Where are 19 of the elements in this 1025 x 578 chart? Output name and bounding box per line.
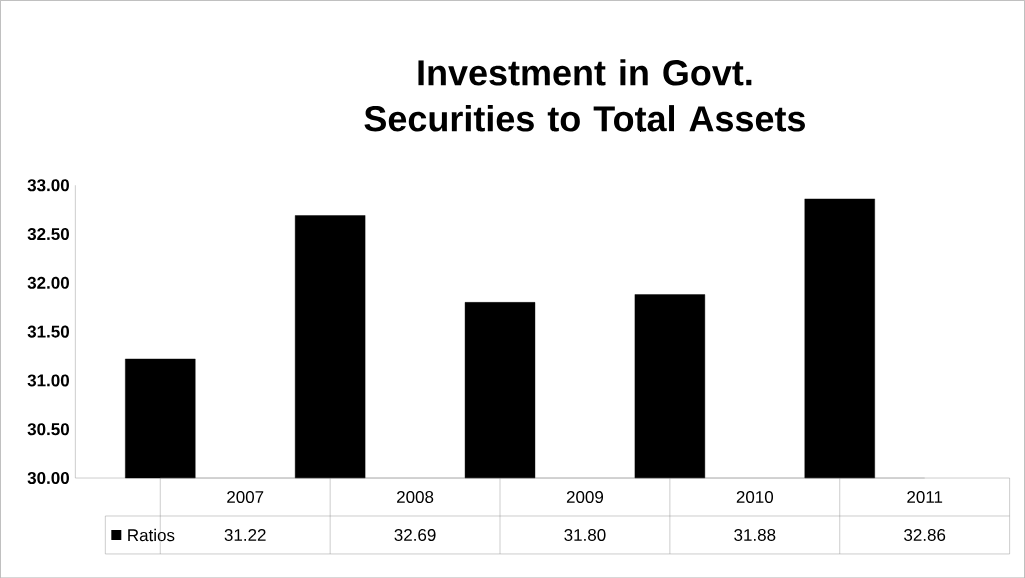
y-tick-label: 31.50 (27, 325, 69, 338)
data-label: 31.80 (564, 528, 606, 541)
y-tick-label: 32.00 (27, 276, 69, 289)
y-tick-label: 32.50 (27, 227, 69, 240)
x-tick-label: 2008 (397, 490, 434, 503)
data-label: 31.22 (224, 528, 266, 541)
y-tick-label: 33.00 (27, 179, 69, 192)
y-tick-label: 30.00 (27, 471, 69, 484)
data-label: 31.88 (734, 528, 776, 541)
x-tick-label: 2007 (227, 490, 264, 503)
x-tick-label: 2009 (566, 490, 604, 503)
y-tick-label: 30.50 (27, 423, 69, 436)
data-label: 32.69 (394, 528, 436, 541)
data-label: 32.86 (904, 528, 946, 541)
y-tick-label: 31.00 (27, 374, 69, 387)
legend-label: Ratios (128, 528, 175, 542)
x-tick-label: 2010 (736, 490, 774, 503)
chart-title: Investment in Govt. Securities to Total Assets (364, 58, 805, 132)
x-tick-label: 2011 (907, 490, 943, 503)
